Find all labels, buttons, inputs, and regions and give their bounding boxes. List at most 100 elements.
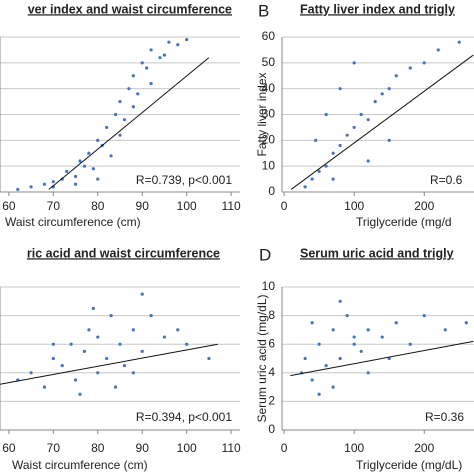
point	[338, 299, 342, 303]
point	[96, 177, 100, 181]
point	[408, 66, 412, 70]
point	[118, 133, 122, 137]
x-tick-label: 80	[91, 199, 105, 213]
point	[131, 74, 135, 78]
point	[176, 43, 180, 47]
point	[78, 159, 82, 163]
annotation: R=0.6	[430, 173, 463, 187]
x-tick-label: 80	[91, 441, 105, 455]
annotation: R=0.739, p<0.001	[136, 173, 232, 187]
x-axis-label: Waist circumference (cm)	[12, 458, 148, 472]
point	[352, 342, 356, 346]
point	[149, 48, 153, 52]
x-tick-label: 60	[2, 199, 16, 213]
panel-title: Fatty liver index and trigly	[300, 2, 455, 16]
point	[303, 185, 307, 189]
point	[105, 125, 109, 130]
panel: 0 10 20 30 40 50 60 0 100 200 R=0.6 Triglyceride (m…	[255, 1, 474, 229]
x-tick-label: 70	[47, 199, 61, 213]
point	[310, 378, 314, 382]
point	[113, 112, 118, 117]
y-tick-label: 30	[262, 107, 276, 121]
point	[42, 385, 47, 389]
point	[131, 328, 135, 332]
point	[338, 143, 342, 148]
point	[436, 48, 440, 52]
point	[131, 371, 135, 375]
x-tick-label: 0	[281, 441, 288, 455]
point	[366, 118, 370, 122]
point	[331, 328, 335, 332]
x-axis-label: Triglyceride (mg/dL)	[356, 458, 462, 472]
point	[65, 169, 69, 173]
x-axis-label: Triglyceride (mg/d	[356, 215, 452, 229]
point	[158, 56, 162, 60]
point	[317, 342, 321, 346]
point	[443, 328, 447, 332]
point	[352, 61, 356, 65]
x-tick-label: 90	[136, 199, 150, 213]
y-tick-label: 0	[268, 422, 275, 436]
annotation-bg	[133, 409, 235, 426]
y-tick-label: 2	[268, 394, 275, 408]
point	[457, 40, 461, 44]
point	[140, 61, 144, 65]
y-tick-label: 10	[262, 279, 276, 293]
point	[380, 92, 384, 96]
point	[109, 314, 113, 318]
point	[366, 371, 370, 375]
y-tick-label: 0	[268, 184, 275, 198]
point	[324, 112, 328, 117]
fit-line	[0, 343, 218, 385]
point	[51, 180, 55, 184]
point	[387, 138, 391, 142]
y-tick-label: 50	[262, 55, 276, 69]
point	[73, 182, 78, 186]
point	[359, 112, 363, 117]
point	[96, 138, 100, 142]
panel: 010203040506060708090100110R=0.739, p<0.…	[0, 2, 241, 229]
y-tick-label: 8	[268, 308, 275, 322]
point	[29, 371, 33, 375]
point	[87, 328, 91, 332]
x-tick-label: 70	[47, 441, 61, 455]
point	[60, 364, 64, 368]
point	[82, 164, 87, 168]
point	[359, 349, 363, 353]
point	[373, 99, 377, 104]
point	[140, 349, 144, 353]
y-tick-label: 60	[262, 29, 276, 43]
point	[408, 342, 412, 346]
point	[394, 74, 398, 78]
point	[118, 342, 122, 346]
x-tick-label: 200	[414, 199, 434, 213]
annotation: R=0.36	[425, 410, 464, 424]
point	[122, 118, 127, 122]
point	[29, 185, 33, 189]
point	[366, 159, 370, 163]
point	[176, 328, 180, 332]
x-tick-label: 100	[177, 441, 197, 455]
y-tick-label: 4	[268, 365, 275, 379]
point	[380, 335, 384, 339]
point	[51, 356, 55, 361]
point	[91, 167, 95, 171]
x-tick-label: 110	[222, 199, 241, 213]
x-tick-label: 0	[281, 199, 288, 213]
point	[162, 335, 167, 339]
point	[331, 385, 335, 389]
point	[69, 342, 73, 346]
panel: 024681060708090100110R=0.394, p<0.001Wai…	[0, 246, 241, 472]
point	[310, 177, 314, 181]
point	[91, 306, 95, 311]
point	[387, 87, 391, 91]
point	[422, 314, 426, 318]
point	[73, 378, 78, 382]
point	[122, 364, 127, 368]
point	[96, 371, 100, 375]
y-tick-label: 40	[262, 81, 276, 95]
y-tick-label: 6	[268, 336, 275, 350]
point	[324, 364, 328, 368]
